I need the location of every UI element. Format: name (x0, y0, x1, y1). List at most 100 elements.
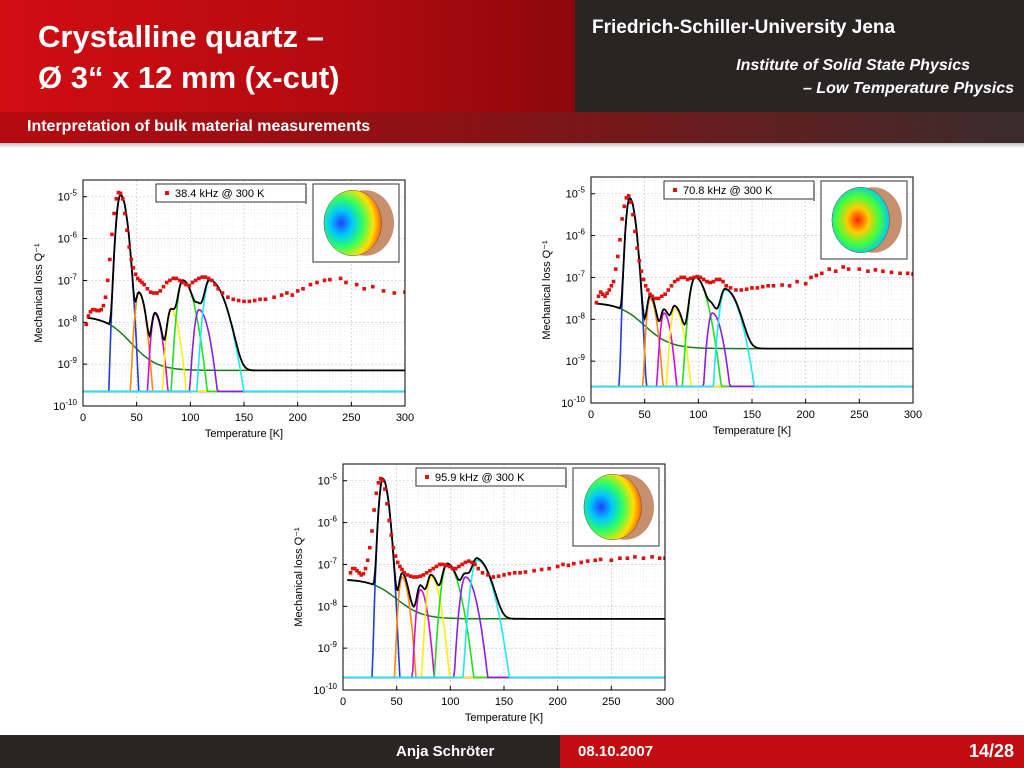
legend: 70.8 kHz @ 300 K (663, 180, 815, 201)
measured-point (873, 268, 878, 272)
measured-point (572, 561, 576, 566)
measured-point (679, 275, 683, 280)
slide-title-line2: Ø 3“ x 12 mm (x-cut) (38, 60, 340, 95)
measured-point (381, 289, 386, 293)
institute-line1: Institute of Solid State Physics (736, 57, 970, 74)
measured-point (428, 568, 432, 573)
measured-point (164, 280, 169, 285)
measured-point (408, 574, 413, 578)
measured-point (463, 560, 468, 565)
slide-footer: Anja Schröter 08.10.2007 14/28 (0, 735, 1024, 768)
measured-point (301, 287, 305, 291)
measured-point (376, 481, 381, 485)
measured-point (308, 282, 313, 287)
x-axis-label: Temperature [K] (205, 428, 283, 440)
measured-point (112, 211, 116, 216)
measured-point (371, 284, 375, 289)
measured-point (361, 571, 366, 576)
measured-point (635, 246, 639, 250)
measured-point (780, 283, 784, 287)
measured-point (889, 270, 894, 275)
y-tick-label: 10-7 (318, 556, 338, 571)
measured-point (295, 289, 300, 293)
measured-point (607, 288, 611, 292)
measured-point (385, 502, 389, 506)
measured-point (669, 284, 674, 288)
measured-point (252, 298, 257, 303)
measured-point (639, 269, 644, 273)
measured-point (279, 293, 284, 297)
measured-point (380, 478, 385, 483)
measured-point (596, 294, 601, 299)
measured-point (898, 271, 902, 276)
institute-line2: – Low Temperature Physics (802, 80, 1014, 97)
measured-point (415, 575, 419, 579)
slide-title-line1: Crystalline quartz – (38, 19, 324, 54)
measured-point (447, 564, 452, 569)
measured-point (210, 278, 214, 283)
y-tick-label: 10-6 (566, 228, 586, 243)
measured-point (486, 573, 490, 577)
measured-point (285, 291, 289, 295)
measured-point (86, 314, 91, 318)
measured-point (148, 290, 153, 294)
measured-point (118, 191, 123, 196)
measured-point (846, 267, 851, 271)
measured-point (213, 282, 217, 287)
page-number: 14/28 (968, 741, 1014, 761)
y-tick-label: 10-9 (318, 640, 338, 655)
measured-point (363, 566, 368, 571)
x-tick-label: 100 (689, 409, 707, 421)
x-tick-label: 200 (796, 409, 814, 421)
measured-point (242, 299, 246, 304)
measured-point (120, 197, 125, 201)
y-axis-label: Mechanical loss Q⁻¹ (541, 240, 553, 340)
measured-point (685, 277, 690, 282)
legend-marker (673, 188, 677, 192)
measured-point (666, 288, 671, 292)
x-tick-label: 50 (131, 412, 143, 424)
measured-point (392, 291, 397, 295)
measured-point (698, 275, 703, 280)
legend-marker (425, 475, 429, 479)
measured-point (103, 295, 108, 299)
university-name: Friedrich-Schiller-University Jena (592, 17, 896, 38)
measured-point (594, 300, 599, 305)
measured-point (692, 275, 696, 280)
x-tick-label: 200 (548, 696, 566, 708)
measured-point (613, 267, 618, 271)
measured-point (787, 284, 792, 288)
legend: 95.9 kHz @ 300 K (415, 467, 567, 488)
subtitle-shadow (0, 143, 1024, 148)
measured-point (236, 298, 241, 303)
legend-label: 95.9 kHz @ 300 K (435, 472, 525, 484)
measured-point (354, 282, 359, 287)
measured-point (220, 291, 225, 295)
measured-point (555, 564, 560, 569)
measured-point (643, 284, 648, 288)
measured-point (866, 269, 870, 273)
measured-point (631, 212, 635, 217)
measured-point (348, 571, 353, 575)
plot-layer (83, 190, 405, 393)
measured-point (460, 562, 464, 567)
measured-point (177, 278, 182, 283)
y-tick-label: 10-9 (58, 356, 78, 371)
measured-point (391, 545, 396, 550)
measured-point (315, 280, 319, 285)
measured-point (400, 567, 404, 572)
measured-point (116, 190, 121, 195)
measured-point (618, 238, 622, 242)
measured-point (355, 568, 359, 573)
x-tick-label: 50 (391, 696, 403, 708)
mode-shape-thumbnail (572, 467, 660, 547)
measured-point (755, 286, 760, 290)
measured-point (512, 571, 517, 575)
measured-point (203, 275, 208, 279)
measured-point (362, 287, 366, 291)
measured-point (101, 303, 106, 308)
measured-point (656, 296, 661, 301)
measured-point (502, 573, 506, 577)
measured-point (402, 571, 406, 575)
measured-point (648, 292, 652, 296)
